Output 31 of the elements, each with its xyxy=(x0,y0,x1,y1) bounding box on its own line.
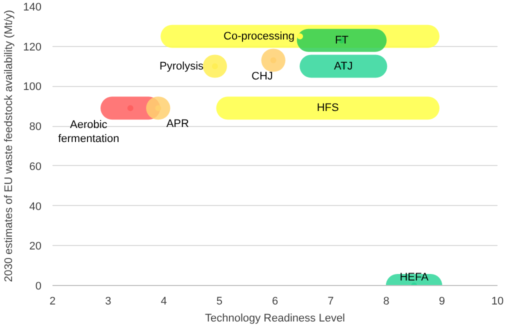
y-tick-label: 100 xyxy=(23,81,42,94)
x-tick-label: 5 xyxy=(216,296,222,308)
y-tick-label: 20 xyxy=(29,240,42,253)
point xyxy=(212,63,218,70)
y-tick-label: 140 xyxy=(23,2,42,14)
series-label: Aerobic fermentation xyxy=(58,118,120,146)
point xyxy=(127,105,134,112)
x-axis-title: Technology Readiness Level xyxy=(204,312,346,324)
series-label: APR xyxy=(166,118,190,130)
x-tick-label: 7 xyxy=(328,296,334,308)
series-label: ATJ xyxy=(334,60,353,72)
x-tick-label: 4 xyxy=(160,296,167,308)
series-label: CHJ xyxy=(252,70,273,82)
y-tick-label: 0 xyxy=(35,280,42,292)
series-label: HEFA xyxy=(400,272,430,284)
x-tick-label: 6 xyxy=(272,296,278,308)
y-tick-label: 80 xyxy=(29,121,42,134)
point xyxy=(297,33,304,40)
series-label: FT xyxy=(335,34,349,46)
y-tick-label: 60 xyxy=(29,160,42,173)
x-tick-label: 3 xyxy=(105,296,112,308)
x-tick-label: 8 xyxy=(383,296,390,308)
y-axis-title: 2030 estimates of EU waste feedstock availability (Mt/y) xyxy=(3,10,16,282)
x-tick-label: 2 xyxy=(49,296,56,308)
series-label: Pyrolysis xyxy=(160,60,204,72)
series-label: Co-processing xyxy=(224,30,294,42)
x-tick-label: 10 xyxy=(491,296,504,308)
x-tick-label: 9 xyxy=(438,296,445,308)
series-label: HFS xyxy=(316,102,339,114)
y-tick-label: 40 xyxy=(29,200,42,213)
y-tick-label: 120 xyxy=(23,41,42,54)
